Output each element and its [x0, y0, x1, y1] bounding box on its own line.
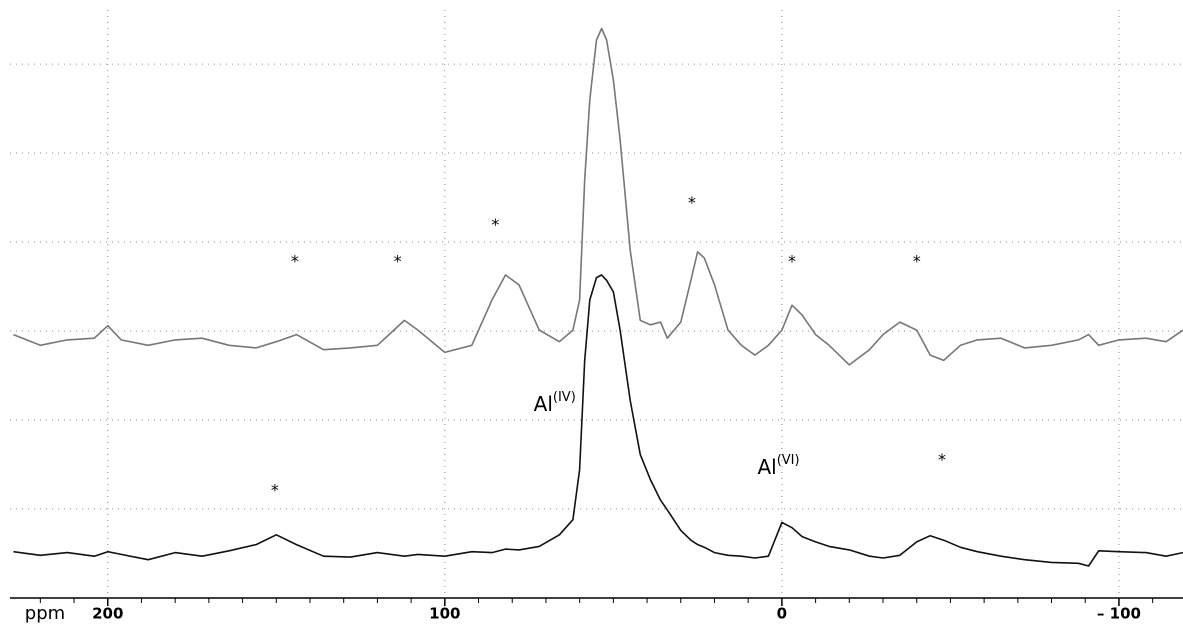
annotation-text: *: [913, 251, 921, 270]
annotation-text: *: [394, 251, 402, 270]
annotation-sup: (VI): [777, 453, 800, 468]
spectrum-line: [13, 27, 1183, 366]
peak-label: Al(VI): [757, 453, 799, 479]
spectrum-line: [13, 274, 1183, 567]
sideband-marker: *: [291, 251, 299, 270]
sideband-marker: *: [271, 480, 279, 499]
annotation-text: *: [291, 251, 299, 270]
sideband-marker: *: [913, 251, 921, 270]
annotation-text: *: [271, 480, 279, 499]
x-tick-label: 0: [777, 605, 787, 623]
x-axis-label: ppm: [25, 603, 65, 624]
sideband-marker: *: [394, 251, 402, 270]
peak-label: Al(IV): [534, 389, 576, 415]
x-tick-label: – 100: [1097, 605, 1141, 623]
sideband-marker: *: [938, 450, 946, 469]
annotation-text: Al: [534, 391, 553, 415]
annotation-text: *: [938, 450, 946, 469]
annotation-sup: (IV): [553, 389, 576, 404]
sideband-marker: *: [491, 215, 499, 234]
annotation-text: *: [788, 251, 796, 270]
sideband-marker: *: [788, 251, 796, 270]
annotation-text: *: [688, 192, 696, 211]
x-tick-label: 100: [429, 605, 460, 623]
annotation-text: Al: [757, 455, 776, 479]
annotation-text: *: [491, 215, 499, 234]
sideband-marker: *: [688, 192, 696, 211]
x-tick-label: 200: [92, 605, 123, 623]
